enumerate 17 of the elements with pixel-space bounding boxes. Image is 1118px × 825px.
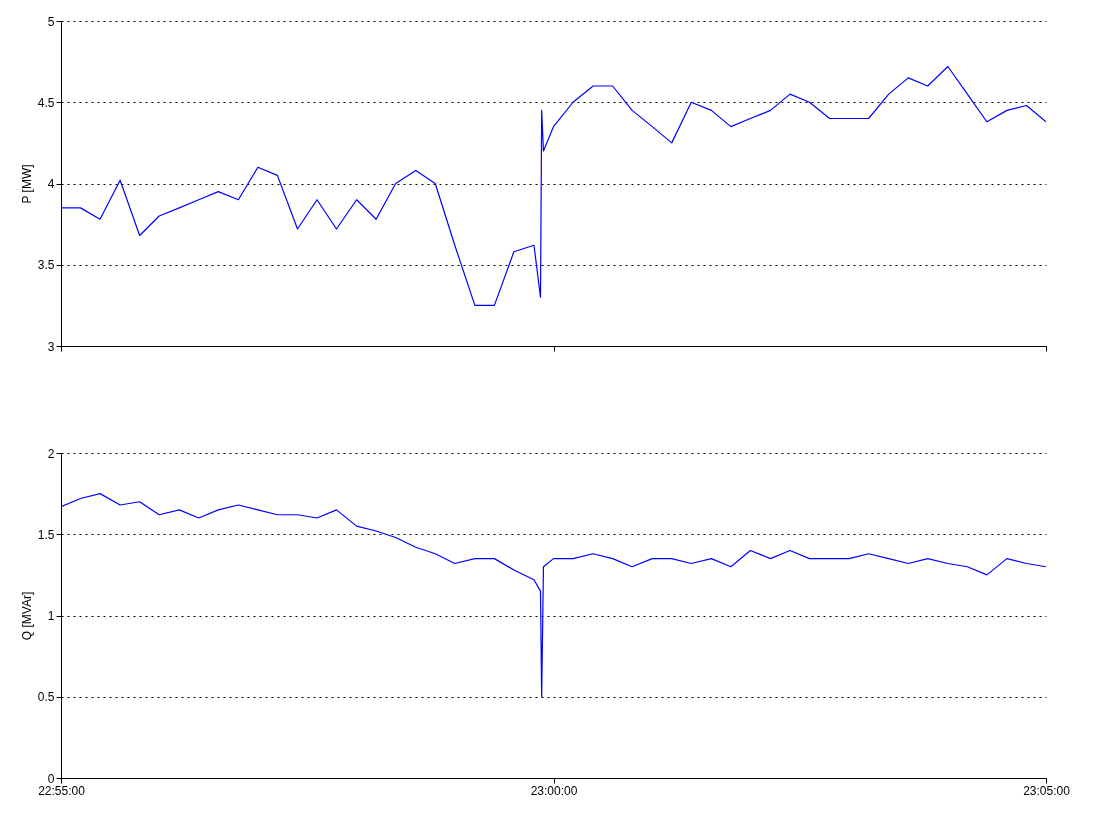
y-tick-label: 2 [47,446,55,461]
y-tick-label: 5 [47,14,55,29]
y-tick-label: 0.5 [37,690,55,705]
x-tick-label: 23:05:00 [1023,783,1071,798]
y-axis-title: P [MW] [19,164,34,204]
y-tick-label: 1 [47,609,55,623]
y-axis-title: Q [MVAr] [19,591,34,641]
y-tick-label: 0 [47,771,55,786]
y-tick-label: 1.5 [37,527,55,542]
y-tick-label: 4.5 [37,95,55,110]
x-tick-label: 22:55:00 [38,783,86,798]
y-tick-label: 4 [47,177,55,191]
x-tick-label: 23:00:00 [530,783,578,798]
y-tick-label: 3 [47,339,55,354]
y-tick-label: 3.5 [37,258,55,273]
line-series [61,65,1046,306]
line-series [61,493,1046,698]
